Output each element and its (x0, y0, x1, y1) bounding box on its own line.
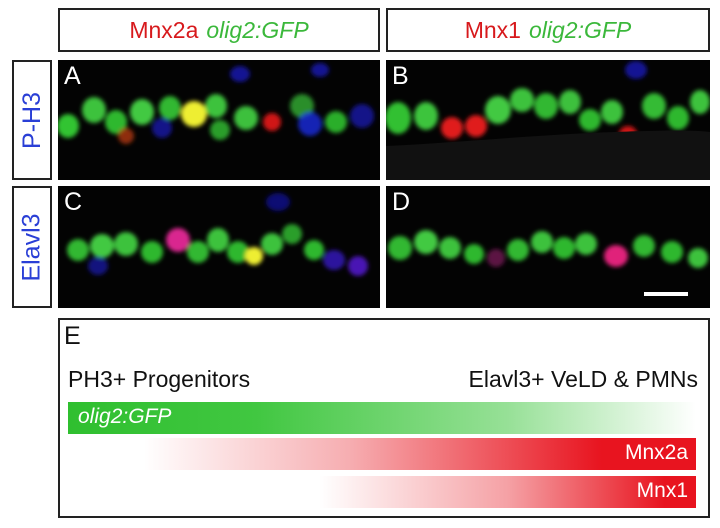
panel-letter: C (64, 188, 83, 216)
mnx1-gradient-bar: Mnx1 (68, 476, 696, 508)
neurons-label: Elavl3+ VeLD & PMNs (468, 366, 698, 392)
column-reporter-label: olig2:GFP (528, 16, 632, 43)
panel-letter: D (392, 188, 411, 216)
column-header-mnx2a: Mnx2a olig2:GFP (58, 8, 380, 52)
bar-label: Mnx1 (636, 479, 688, 502)
column-reporter-label: olig2:GFP (206, 16, 309, 43)
row-header-ph3: P-H3 (12, 60, 52, 180)
olig2-gradient-bar: olig2:GFP (68, 402, 696, 434)
panel-letter: A (64, 62, 81, 90)
expression-schematic: E PH3+ Progenitors Elavl3+ VeLD & PMNs o… (58, 318, 710, 518)
column-header-mnx1: Mnx1 olig2:GFP (386, 8, 710, 52)
row-label: Elavl3 (17, 212, 46, 282)
bar-label: Mnx2a (624, 441, 688, 464)
panel-b-micrograph: B (386, 60, 710, 180)
bar-label: olig2:GFP (78, 405, 172, 428)
progenitors-label: PH3+ Progenitors (68, 366, 251, 392)
column-marker-label: Mnx1 (464, 16, 521, 43)
panel-a-micrograph: A (58, 60, 380, 180)
column-marker-label: Mnx2a (129, 16, 199, 43)
panel-c-micrograph: C (58, 186, 380, 308)
panel-c-cells (67, 193, 368, 276)
panel-b-cells (386, 61, 710, 180)
row-label: P-H3 (17, 91, 46, 149)
panel-letter: E (64, 322, 81, 350)
panel-letter: B (392, 62, 409, 90)
scale-bar (644, 292, 688, 296)
mnx2a-gradient-bar: Mnx2a (68, 438, 696, 470)
row-header-elavl3: Elavl3 (12, 186, 52, 308)
panel-a-cells (58, 63, 374, 144)
panel-d-micrograph: D (386, 186, 710, 308)
panel-d-cells (388, 230, 708, 268)
